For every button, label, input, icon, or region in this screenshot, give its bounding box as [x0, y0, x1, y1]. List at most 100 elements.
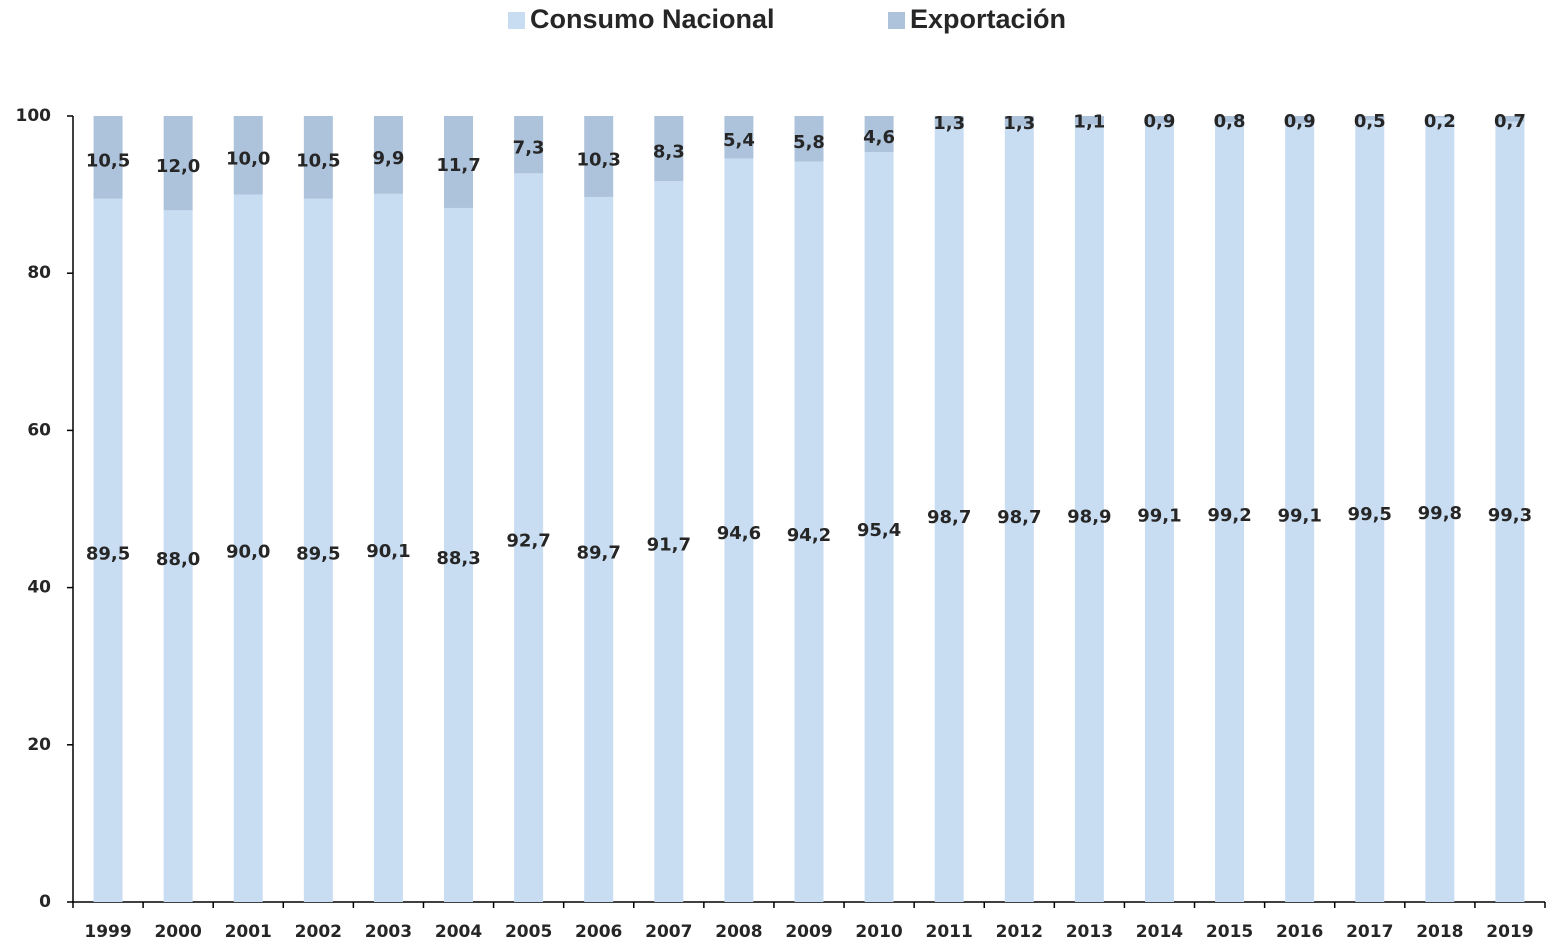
bar-segment [1495, 116, 1525, 122]
x-tick-label: 2002 [295, 922, 342, 942]
data-label: 90,0 [226, 541, 270, 562]
data-label: 11,7 [436, 155, 480, 176]
bar-segment [864, 152, 894, 902]
data-label: 88,3 [436, 548, 480, 569]
x-tick-label: 2014 [1136, 922, 1183, 942]
y-tick-label: 0 [39, 892, 51, 912]
data-label: 1,3 [1003, 113, 1035, 134]
data-label: 94,6 [717, 523, 761, 544]
data-label: 0,9 [1144, 111, 1176, 132]
data-label: 99,1 [1137, 506, 1181, 527]
data-label: 5,4 [723, 130, 755, 151]
bar-segment [584, 116, 614, 197]
x-tick-label: 2003 [365, 922, 412, 942]
bar-segment [934, 126, 964, 902]
data-label: 89,5 [86, 543, 130, 564]
bar-segment [233, 194, 263, 903]
bar-segment [444, 116, 474, 208]
data-label: 98,7 [997, 507, 1041, 528]
data-label: 9,9 [372, 148, 404, 169]
x-tick-label: 2013 [1066, 922, 1113, 942]
data-label: 99,2 [1207, 505, 1251, 526]
data-label: 1,1 [1073, 112, 1105, 133]
data-label: 88,0 [156, 549, 200, 570]
data-label: 89,5 [296, 543, 340, 564]
x-tick-label: 2008 [715, 922, 762, 942]
x-tick-label: 2015 [1206, 922, 1253, 942]
bar-segment [584, 196, 614, 902]
data-label: 0,2 [1424, 111, 1456, 132]
bar-segment [1495, 121, 1525, 902]
bar-segment [1355, 119, 1385, 903]
data-label: 92,7 [506, 531, 550, 552]
x-tick-label: 2006 [575, 922, 622, 942]
data-label: 8,3 [653, 142, 685, 163]
bar-segment [93, 198, 123, 902]
y-tick-label: 20 [27, 735, 51, 755]
bar-segment [654, 181, 684, 902]
bar-segment [794, 116, 824, 162]
x-tick-label: 2018 [1416, 922, 1463, 942]
data-label: 90,1 [366, 541, 410, 562]
x-tick-label: 2012 [996, 922, 1043, 942]
x-tick-label: 2011 [926, 922, 973, 942]
data-label: 99,8 [1418, 503, 1462, 524]
data-label: 0,5 [1354, 111, 1386, 132]
bar-segment [1144, 123, 1174, 903]
legend-label: Consumo Nacional [530, 4, 775, 34]
data-label: 10,0 [226, 148, 270, 169]
bar-segment [1004, 126, 1034, 902]
bar-segment [1215, 116, 1245, 123]
bar-segment [864, 116, 894, 153]
y-tick-label: 40 [27, 578, 51, 598]
bar-segment [934, 116, 964, 127]
data-label: 94,2 [787, 525, 831, 546]
bar-segment [1074, 124, 1104, 902]
bar-segment [373, 193, 403, 903]
data-label: 5,8 [793, 132, 825, 153]
x-tick-label: 2017 [1346, 922, 1393, 942]
x-tick-label: 2010 [855, 922, 902, 942]
bar-segment [1425, 117, 1455, 902]
legend-swatch [888, 12, 905, 29]
bar-segment [1285, 123, 1315, 903]
data-label: 0,8 [1214, 111, 1246, 132]
bar-segment [654, 116, 684, 182]
data-label: 0,9 [1284, 111, 1316, 132]
x-tick-label: 2000 [154, 922, 201, 942]
x-tick-label: 2019 [1486, 922, 1533, 942]
bar-segment [1285, 116, 1315, 124]
bar-segment [1074, 116, 1104, 125]
x-tick-label: 2009 [785, 922, 832, 942]
data-label: 10,5 [86, 150, 130, 171]
x-tick-label: 2016 [1276, 922, 1323, 942]
data-label: 4,6 [863, 127, 895, 148]
x-tick-label: 2001 [225, 922, 272, 942]
x-tick-label: 1999 [84, 922, 131, 942]
data-label: 12,0 [156, 156, 200, 177]
data-label: 1,3 [933, 113, 965, 134]
bar-segment [1144, 116, 1174, 124]
bar-segment [724, 158, 754, 903]
bar-segment [373, 116, 403, 194]
data-label: 10,3 [577, 149, 621, 170]
bar-segment [794, 161, 824, 902]
bar-segment [1004, 116, 1034, 127]
data-label: 99,5 [1348, 504, 1392, 525]
legend-swatch [508, 12, 525, 29]
data-label: 95,4 [857, 520, 901, 541]
bar-segment [514, 173, 544, 903]
bar-segment [724, 116, 754, 159]
legend-label: Exportación [910, 4, 1066, 34]
bar-segment [163, 116, 193, 211]
x-tick-label: 2005 [505, 922, 552, 942]
data-label: 10,5 [296, 150, 340, 171]
data-label: 91,7 [647, 535, 691, 556]
data-label: 7,3 [513, 138, 545, 159]
bar-segment [93, 116, 123, 199]
bar-segment [233, 116, 263, 195]
data-label: 98,7 [927, 507, 971, 528]
y-tick-label: 100 [16, 106, 52, 126]
data-label: 0,7 [1494, 111, 1526, 132]
